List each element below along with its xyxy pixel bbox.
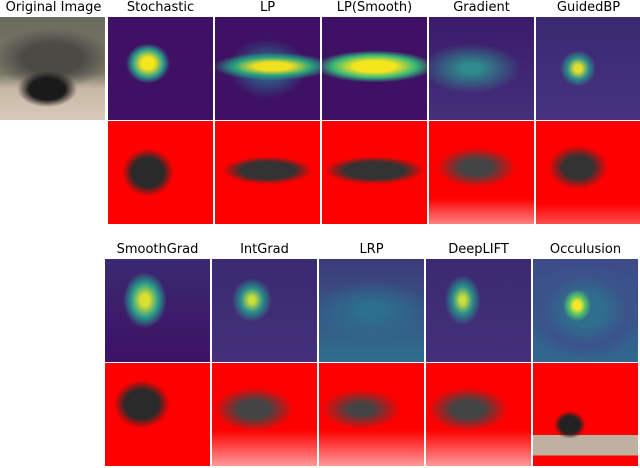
heatmap — [215, 17, 320, 120]
panel-title: Gradient — [453, 0, 510, 15]
panel-title: DeepLIFT — [448, 242, 509, 257]
mask-image — [322, 121, 427, 224]
heatmap — [319, 259, 424, 362]
panel-title: SmoothGrad — [116, 242, 199, 257]
heatmap — [105, 259, 210, 362]
mask-image — [536, 121, 640, 224]
heatmap — [533, 259, 638, 362]
panel-title: Occulusion — [549, 242, 622, 257]
mask-image — [215, 121, 320, 224]
mask-image — [212, 363, 317, 466]
mask-image — [533, 363, 638, 466]
panel-title: GuidedBP — [556, 0, 621, 15]
panel-title: Original Image — [5, 0, 102, 15]
heatmap — [212, 259, 317, 362]
mask-image — [426, 363, 531, 466]
heatmap — [322, 17, 427, 120]
heatmap — [426, 259, 531, 362]
panel-title: LP(Smooth) — [336, 0, 413, 15]
panel-title: Stochastic — [126, 0, 195, 15]
mask-image — [105, 363, 210, 466]
mask-image — [429, 121, 534, 224]
panel-title: IntGrad — [240, 242, 289, 257]
original-image — [0, 17, 105, 120]
mask-image — [108, 121, 213, 224]
heatmap — [536, 17, 640, 120]
panel-title: LRP — [359, 242, 384, 257]
panel-title: LP — [259, 0, 276, 15]
mask-image — [319, 363, 424, 466]
heatmap — [429, 17, 534, 120]
heatmap — [108, 17, 213, 120]
